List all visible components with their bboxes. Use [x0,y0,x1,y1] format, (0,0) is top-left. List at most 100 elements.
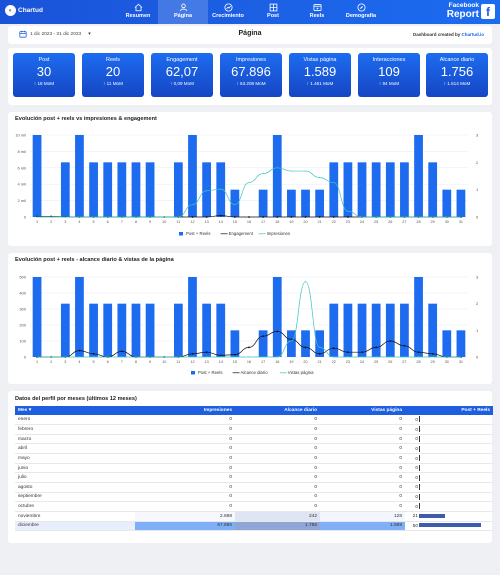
line-point [361,351,363,354]
nav-label: Post [267,13,279,19]
cell-impresiones: 0 [135,482,235,493]
kpi-value: 62,07 [165,64,199,79]
bar [385,303,395,357]
nav-demografia[interactable]: Demografía [336,3,386,24]
posts-zero-marker [419,474,420,481]
line-point: + [361,355,363,359]
line-point: + [64,215,66,219]
nav-crecimiento[interactable]: Crecimiento [203,3,253,24]
y-axis-right-tick: 1 [476,328,479,333]
posts-value: 0 [415,504,418,510]
bar [428,162,438,217]
bar [258,189,268,217]
table-row[interactable]: abril 0 0 0 0 [15,443,493,455]
line-point [332,216,335,218]
bar [272,135,282,217]
line-point [191,352,194,355]
table-row[interactable]: octubre 0 0 0 0 [15,501,493,512]
x-axis-tick: 11 [176,220,180,224]
line-point: + [333,355,335,359]
x-axis-tick: 16 [247,220,251,224]
line-point: + [262,355,264,359]
bar [103,303,113,357]
x-axis-tick: 19 [289,360,293,364]
legend-label: Vistas página [288,370,314,375]
posts-value: 50 [412,523,418,529]
table-row[interactable]: septiembre 0 0 0 0 [15,492,493,503]
credit-link[interactable]: Chartud.io [461,32,485,37]
table-row[interactable]: diciembre 67.896 1.756 1.589 50 [15,521,493,532]
x-axis-tick: 23 [346,220,350,224]
line-point: + [234,355,236,359]
bar [442,189,452,217]
kpi-delta-text: 18 MoM [37,81,55,86]
cell-alcance: 1.756 [235,521,320,532]
date-range-text: 1 dic 2023 - 31 dic 2023 [30,31,82,37]
legend-label: Impresiones [267,231,290,236]
line-point: + [79,215,81,219]
kpi-delta-text: 0,09 MoM [173,81,194,86]
line-point: + [333,181,335,185]
line-point [248,346,250,349]
series-line [37,167,461,218]
bar [371,303,381,357]
table-row[interactable]: junio 0 0 0 0 [15,463,493,474]
bar [117,162,127,217]
bar [272,277,282,357]
x-axis-tick: 9 [149,360,151,364]
cell-alcance: 242 [235,511,320,522]
column-header-impresiones[interactable]: Impresiones [135,406,235,415]
table-row[interactable]: agosto 0 0 0 0 [15,482,493,493]
table-row[interactable]: enero 0 0 0 0 [15,415,493,426]
nav-pagina[interactable]: Página [158,0,208,24]
kpi-value: 67.896 [231,64,271,79]
brand-logo[interactable]: ◐ Chartud [5,5,43,16]
kpi-delta: ↑ 1.461 MoM [289,81,351,86]
nav-reels[interactable]: Reels [292,3,342,24]
column-header-mes[interactable]: Mes ▾ [15,406,135,415]
nav-post[interactable]: Post [248,3,298,24]
y-axis-left-tick: 500 [19,275,26,280]
posts-value: 0 [415,417,418,423]
bar [60,162,70,217]
posts-value: 0 [415,446,418,452]
column-label: Mes [18,408,28,413]
table-row[interactable]: mayo 0 0 0 0 [15,453,493,464]
date-range-picker[interactable]: 1 dic 2023 - 31 dic 2023 ▾ [19,30,91,38]
line-point: + [290,169,292,173]
cell-vistas: 0 [320,443,405,455]
table-row[interactable]: febrero 0 0 0 0 [15,424,493,435]
top-navigation-bar: ◐ Chartud Resumen Página Crecimiento Pos… [0,0,500,24]
line-point [92,352,95,355]
line-point [233,353,236,356]
kpi-delta-text: 63.208 MoM [240,81,266,86]
y-axis-left-tick: 100 [19,339,26,344]
bar [230,189,240,217]
x-axis-tick: 6 [107,220,109,224]
table-row[interactable]: noviembre 2.688 242 128 21 [15,511,493,522]
chart-title: Evolución post + reels vs impresiones & … [15,116,157,122]
brand-name: Chartud [18,7,43,14]
series-line [37,331,461,358]
x-axis-tick: 25 [374,220,378,224]
cell-vistas: 0 [320,482,405,493]
table-row[interactable]: marzo 0 0 0 0 [15,434,493,445]
kpi-value: 109 [378,64,400,79]
line-point: + [375,215,377,219]
column-header-posts[interactable]: Post + Reels [405,406,493,415]
cell-vistas: 0 [320,415,405,426]
cell-vistas: 0 [320,472,405,483]
kpi-card-engagement: Engagement 62,07 ↑ 0,09 MoM [151,53,213,97]
cell-mes: octubre [15,501,135,512]
kpi-card-alcance-diario: Alcance diario 1.756 ↑ 1.514 MoM [426,53,488,97]
table-header-row: Mes ▾ Impresiones Alcance diario Vistas … [15,406,493,415]
column-header-vistas[interactable]: Vistas página [320,406,405,415]
posts-zero-marker [419,464,420,471]
x-axis-tick: 31 [459,220,463,224]
cell-vistas: 0 [320,463,405,474]
dashboard-credit: Dashboard created by Chartud.io [413,32,484,37]
nav-resumen[interactable]: Resumen [113,3,163,24]
table-row[interactable]: julio 0 0 0 0 [15,472,493,483]
column-header-alcance[interactable]: Alcance diario [235,406,320,415]
credit-prefix: Dashboard created by [412,32,461,37]
